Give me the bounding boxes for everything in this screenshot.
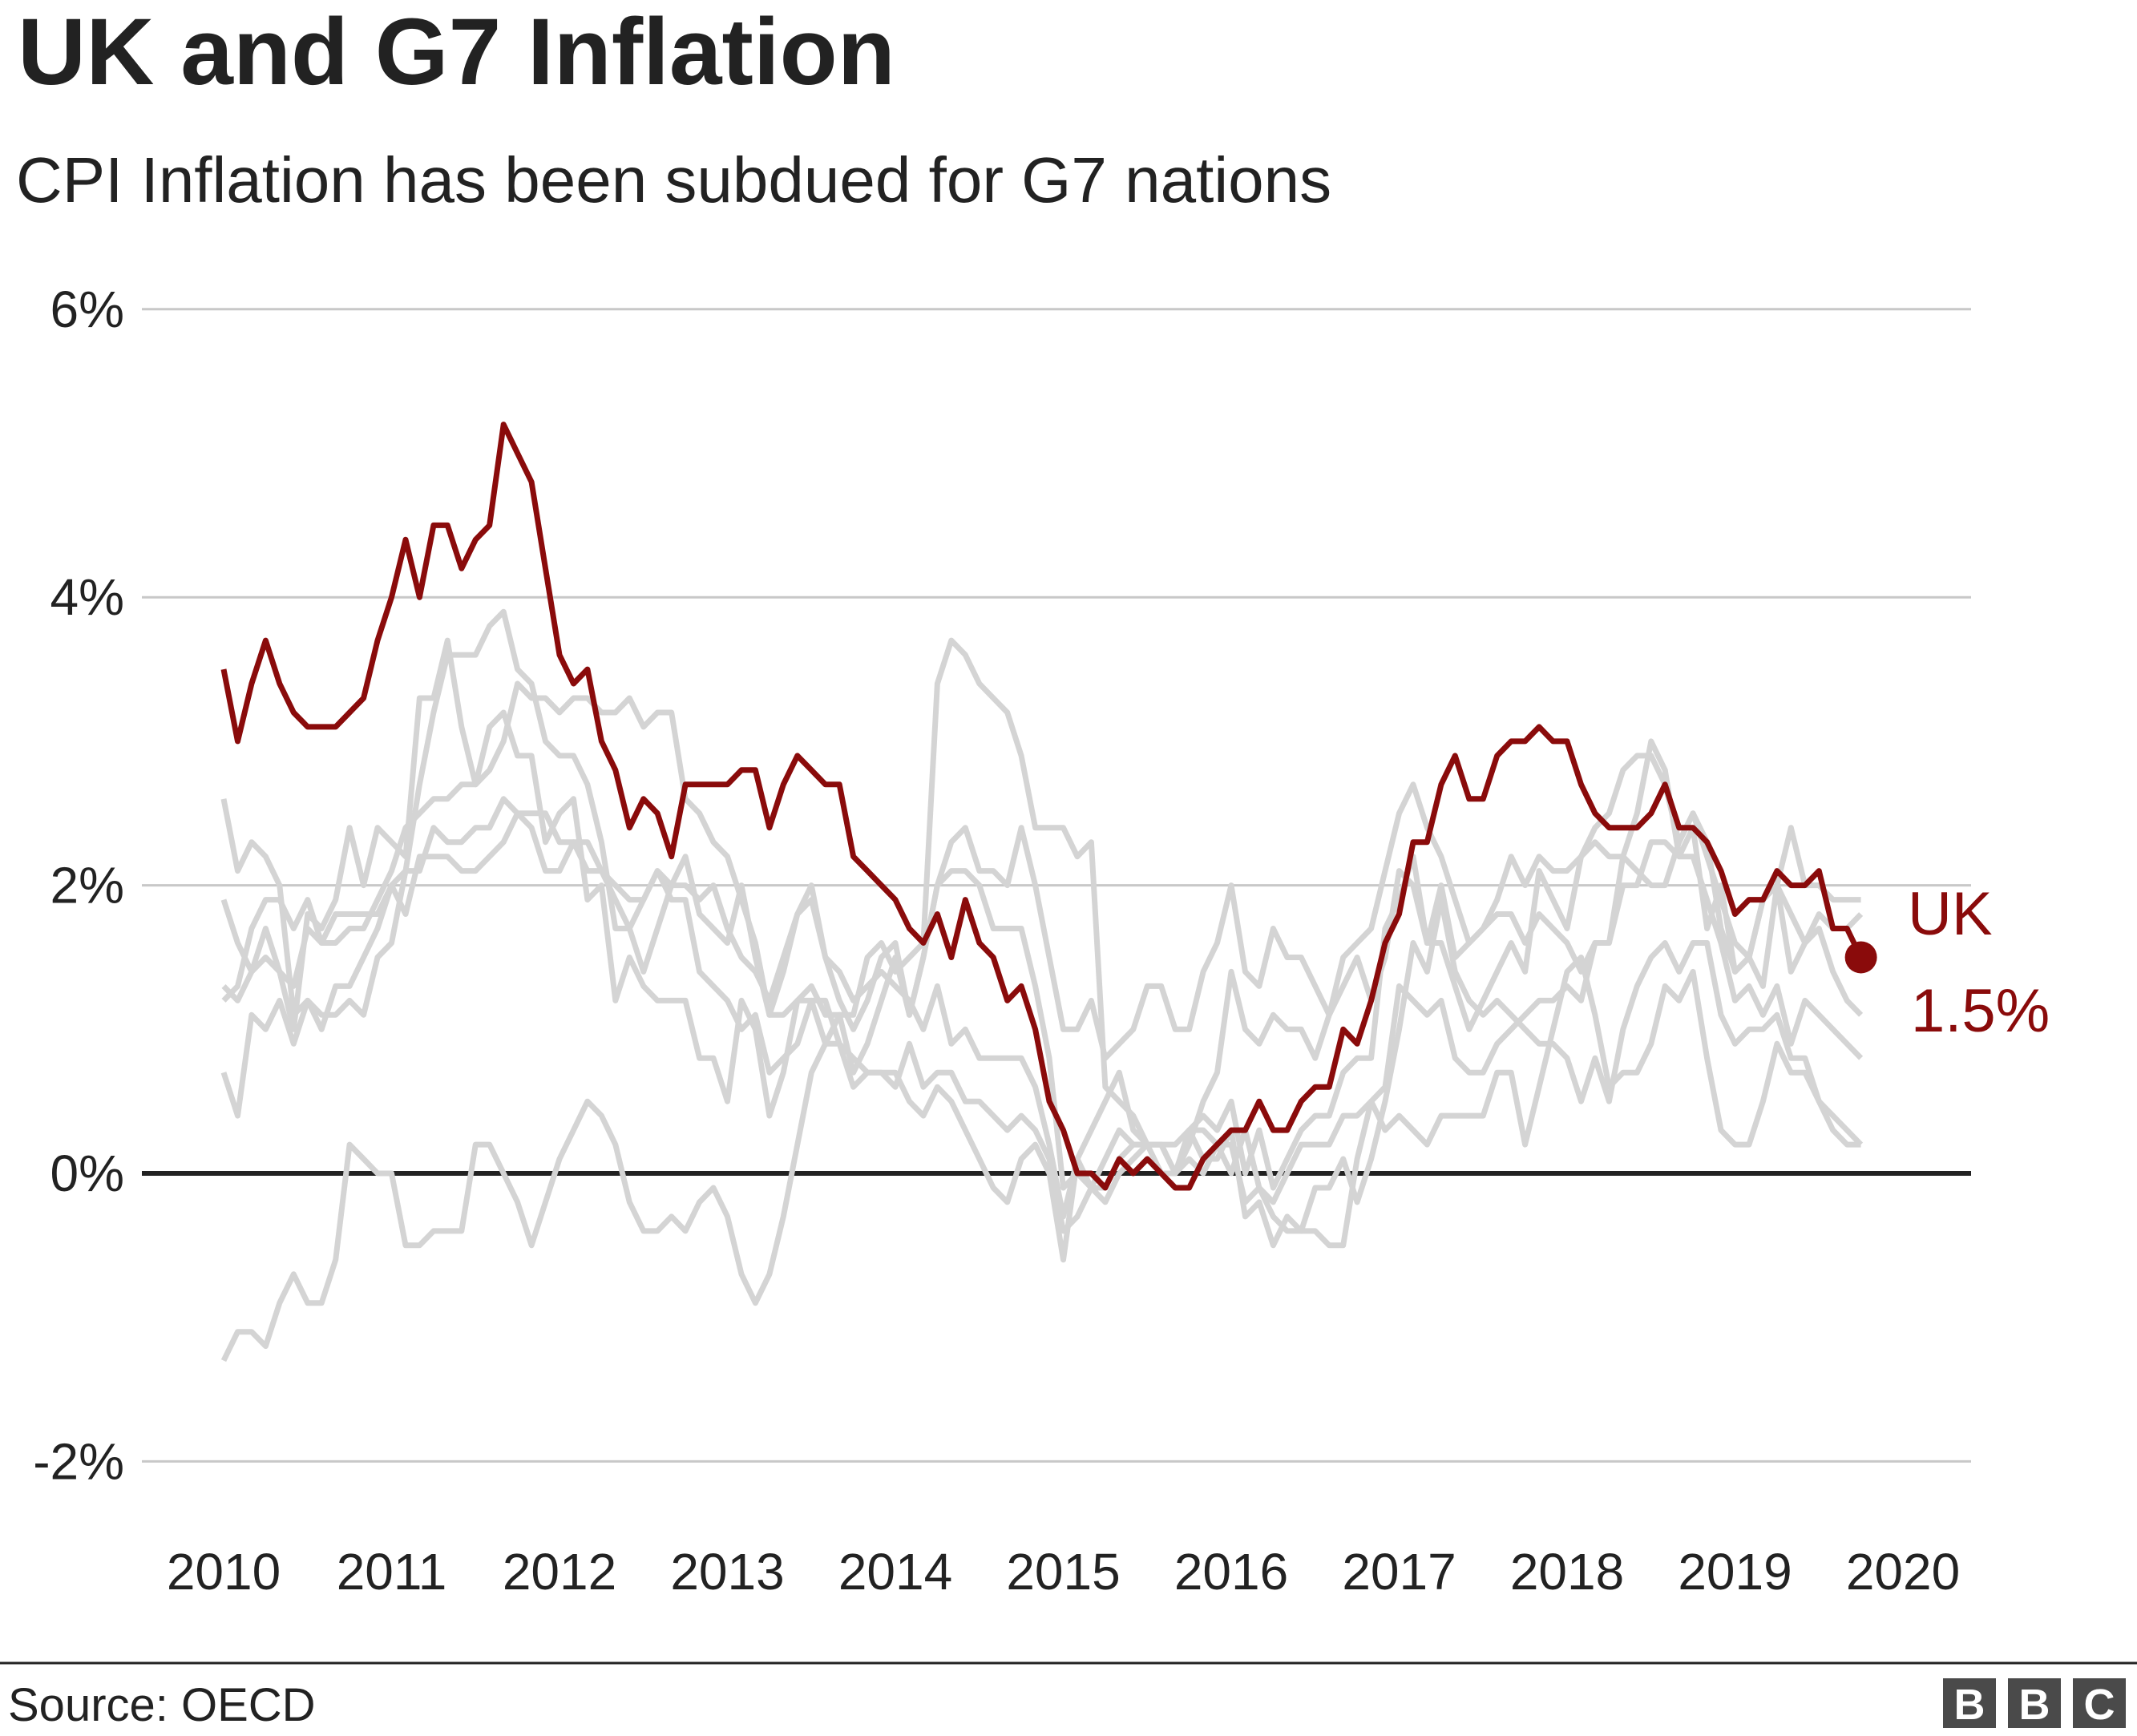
- x-tick-label: 2012: [503, 1543, 616, 1601]
- x-tick-label: 2019: [1678, 1543, 1792, 1601]
- y-tick-label: 0%: [50, 1145, 125, 1202]
- uk-end-value-label: 1.5%: [1911, 977, 2050, 1045]
- g7-series-lines: [220, 608, 1864, 1363]
- chart-title: UK and G7 Inflation: [18, 0, 895, 105]
- g7-country-line: [221, 810, 1864, 1234]
- g7-country-line: [220, 637, 1861, 1363]
- bbc-logo: B B C: [1943, 1678, 2126, 1729]
- x-tick-label: 2015: [1006, 1543, 1120, 1601]
- x-axis-ticks: 2010 2011 2012 2013 2014 2015 2016 2017 2018 2019…: [167, 1543, 1960, 1601]
- x-tick-label: 2016: [1174, 1543, 1288, 1601]
- x-tick-label: 2011: [337, 1543, 447, 1601]
- chart-subtitle: CPI Inflation has been subdued for G7 na…: [16, 144, 1331, 216]
- svg-text:B: B: [1954, 1681, 1986, 1729]
- y-tick-label: 4%: [50, 568, 125, 626]
- g7-country-line: [220, 796, 1864, 1220]
- x-tick-label: 2014: [838, 1543, 952, 1601]
- uk-line: [220, 422, 1864, 1191]
- y-axis-ticks: 6% 4% 2% 0% -2%: [33, 281, 124, 1491]
- y-tick-label: 2%: [50, 857, 125, 914]
- x-tick-label: 2018: [1510, 1543, 1624, 1601]
- uk-series: [220, 422, 1877, 1191]
- x-tick-label: 2010: [167, 1543, 281, 1601]
- x-tick-label: 2020: [1846, 1543, 1960, 1601]
- x-tick-label: 2017: [1342, 1543, 1456, 1601]
- uk-end-point: [1844, 941, 1877, 974]
- gridlines: [142, 308, 1971, 1463]
- g7-country-line: [220, 637, 1861, 1119]
- svg-text:B: B: [2019, 1681, 2050, 1729]
- uk-series-label: UK: [1908, 880, 1993, 948]
- y-tick-label: 6%: [50, 281, 125, 338]
- source-note: Source: OECD: [8, 1679, 316, 1731]
- y-tick-label: -2%: [33, 1432, 124, 1490]
- x-tick-label: 2013: [670, 1543, 784, 1601]
- svg-text:C: C: [2084, 1681, 2115, 1729]
- g7-country-line: [220, 608, 1864, 1205]
- g7-country-line: [221, 680, 1864, 1263]
